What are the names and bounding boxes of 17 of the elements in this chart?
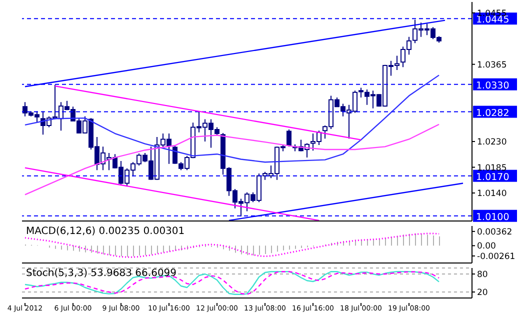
y-tick-label: 20 — [477, 288, 488, 298]
ref-line-label: 1.0170 — [476, 172, 510, 183]
line-series — [24, 124, 440, 196]
candlestick — [172, 144, 178, 164]
line-series — [24, 74, 440, 163]
ref-line-label: 1.0100 — [476, 212, 510, 223]
chart-title: Stoch(5,3,3) 53.9683 66.6099 — [26, 268, 177, 279]
y-tick-label: 1.0140 — [477, 189, 507, 199]
chart-title: MACD(6,12,6) 0.00235 0.00301 — [26, 226, 185, 237]
y-tick-label: 0.00362 — [477, 227, 512, 238]
ref-line-label: 1.0282 — [476, 108, 510, 119]
y-tick-label: -0.00261 — [477, 252, 516, 262]
ref-line-label: 1.0330 — [476, 80, 510, 92]
y-tick-label: 1.0365 — [477, 60, 507, 70]
y-tick-label: 1.0230 — [477, 138, 507, 148]
y-tick-label: 80 — [477, 270, 488, 280]
y-tick-label: 0.00 — [477, 242, 496, 252]
